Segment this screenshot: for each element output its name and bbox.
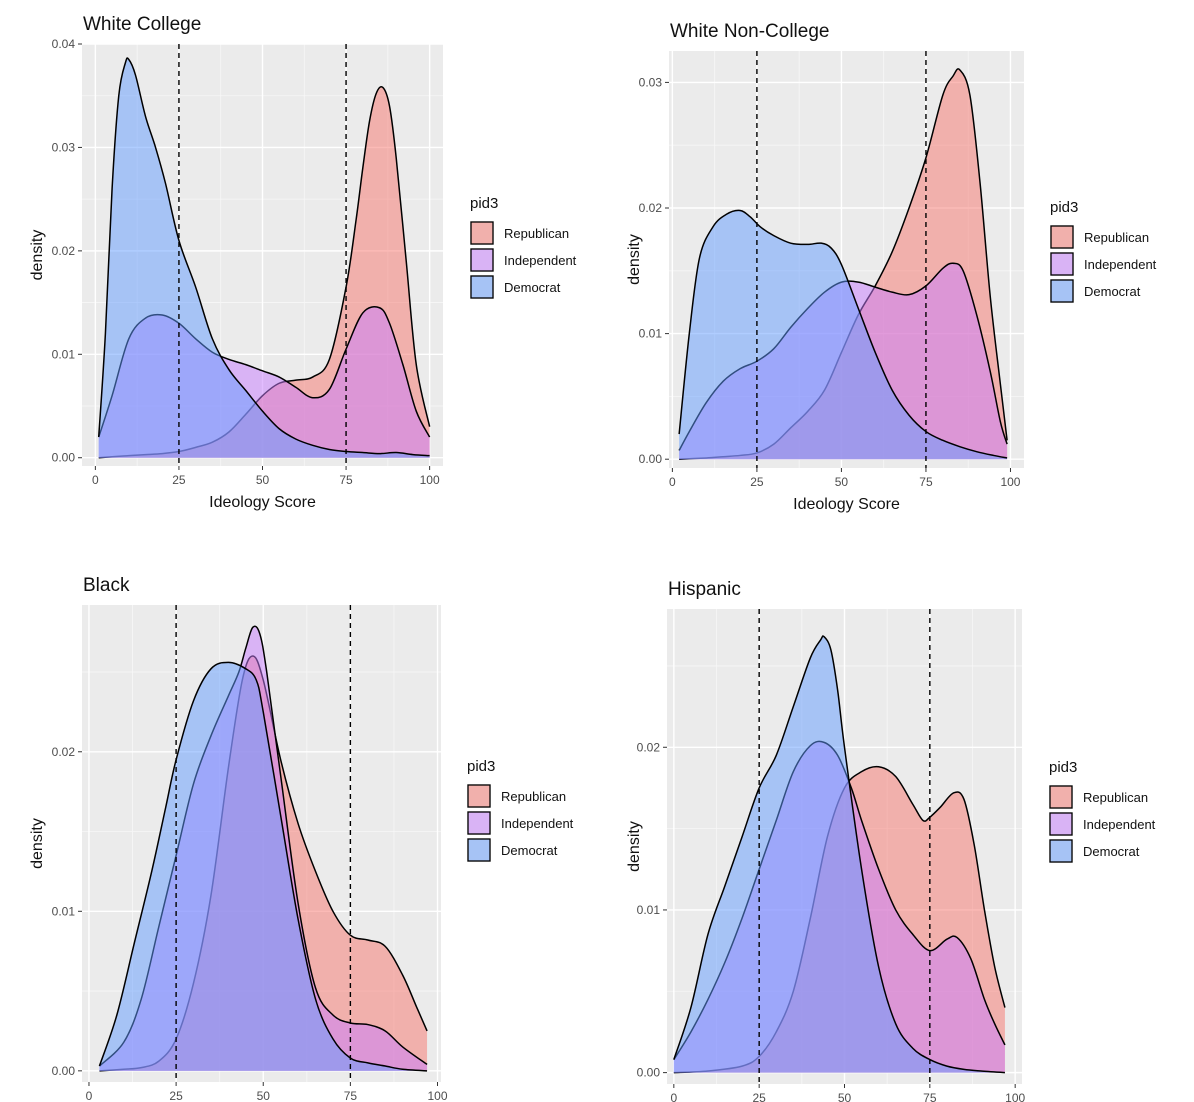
chart-title: White College — [83, 14, 201, 35]
x-tick-label: 100 — [427, 1089, 447, 1102]
legend-label-democrat: Democrat — [501, 843, 558, 858]
density-line-democrat — [673, 635, 1005, 1074]
x-axis-label: Ideology Score — [793, 496, 900, 513]
y-tick-label: 0.00 — [52, 1064, 76, 1078]
legend-label-democrat: Democrat — [1084, 284, 1141, 299]
y-tick-label: 0.03 — [639, 75, 663, 89]
y-tick-label: 0.01 — [52, 347, 76, 361]
density-line-democrat — [97, 57, 430, 457]
y-tick-label: 0.00 — [52, 451, 76, 465]
y-tick-label: 0.04 — [52, 37, 76, 51]
density-area-democrat — [673, 635, 1005, 1073]
legend-key-democrat — [467, 838, 491, 862]
x-tick-label: 100 — [1005, 1091, 1025, 1102]
legend-label-independent: Independent — [1083, 817, 1156, 832]
legend-key-independent — [1050, 252, 1074, 276]
panel-white-non-college: White Non-College 0 25 50 75 100 0.00 0.01 0.02 0… — [597, 0, 1194, 551]
x-tick-label: 50 — [838, 1091, 852, 1102]
x-tick-label: 0 — [86, 1089, 93, 1102]
y-tick-label: 0.01 — [639, 327, 663, 341]
y-axis-label: density — [29, 818, 46, 869]
x-tick-label: 25 — [172, 473, 186, 487]
legend-key-republican — [470, 221, 494, 245]
density-area-democrat — [679, 210, 1008, 460]
y-tick-label: 0.02 — [52, 244, 76, 258]
legend-title: pid3 — [467, 758, 495, 775]
x-tick-label: 0 — [670, 1091, 677, 1102]
x-tick-label: 50 — [835, 475, 849, 489]
x-tick-label: 25 — [750, 475, 764, 489]
chart-title: Hispanic — [668, 579, 741, 600]
x-tick-label: 75 — [919, 475, 933, 489]
density-line-democrat — [678, 209, 1008, 459]
y-tick-label: 0.03 — [52, 140, 76, 154]
legend-title: pid3 — [1050, 199, 1078, 216]
legend-label-republican: Republican — [504, 226, 569, 241]
y-axis-label: density — [626, 234, 643, 285]
density-line-democrat — [98, 661, 428, 1072]
legend-key-independent — [1049, 812, 1073, 836]
x-tick-label: 75 — [344, 1089, 358, 1102]
y-tick-label: 0.00 — [637, 1066, 661, 1080]
y-tick-label: 0.02 — [52, 745, 76, 759]
legend-key-democrat — [470, 275, 494, 299]
legend-label-republican: Republican — [501, 789, 566, 804]
x-tick-label: 25 — [169, 1089, 183, 1102]
density-area-democrat — [98, 57, 430, 458]
x-tick-label: 50 — [257, 1089, 271, 1102]
y-axis-label: density — [29, 230, 46, 281]
x-axis-label: Ideology Score — [209, 494, 316, 511]
legend-label-independent: Independent — [501, 816, 574, 831]
x-tick-label: 75 — [923, 1091, 937, 1102]
legend-label-democrat: Democrat — [1083, 844, 1140, 859]
chart-title: Black — [83, 575, 130, 596]
legend-key-republican — [467, 784, 491, 808]
y-axis-label: density — [626, 821, 643, 872]
legend-key-independent — [467, 811, 491, 835]
y-tick-label: 0.01 — [637, 903, 661, 917]
x-tick-label: 75 — [339, 473, 353, 487]
x-tick-label: 0 — [92, 473, 99, 487]
x-tick-label: 0 — [669, 475, 676, 489]
chart-white-college: White College 0 25 50 75 100 0.00 0.01 0.02 0.03 0… — [29, 14, 577, 511]
legend-label-republican: Republican — [1084, 230, 1149, 245]
y-tick-label: 0.00 — [639, 452, 663, 466]
x-tick-label: 100 — [420, 473, 440, 487]
x-tick-label: 100 — [1000, 475, 1020, 489]
legend-key-democrat — [1049, 839, 1073, 863]
legend-label-democrat: Democrat — [504, 280, 561, 295]
legend-label-republican: Republican — [1083, 790, 1148, 805]
chart-title: White Non-College — [670, 21, 829, 42]
density-area-democrat — [99, 662, 428, 1071]
y-tick-label: 0.01 — [52, 904, 76, 918]
legend-title: pid3 — [1049, 759, 1077, 776]
y-tick-label: 0.02 — [637, 740, 661, 754]
legend-key-independent — [470, 248, 494, 272]
legend-label-independent: Independent — [504, 253, 577, 268]
legend-key-republican — [1050, 225, 1074, 249]
x-tick-label: 25 — [752, 1091, 766, 1102]
panel-white-college: White College 0 25 50 75 100 0.00 0.01 0.02 0.03 0… — [0, 0, 597, 551]
y-tick-label: 0.02 — [639, 201, 663, 215]
legend-label-independent: Independent — [1084, 257, 1157, 272]
legend-key-democrat — [1050, 279, 1074, 303]
x-tick-label: 50 — [256, 473, 270, 487]
legend-key-republican — [1049, 785, 1073, 809]
chart-white-non-college: White Non-College 0 25 50 75 100 0.00 0.01 0.02 0… — [626, 21, 1157, 513]
legend-title: pid3 — [470, 195, 498, 212]
